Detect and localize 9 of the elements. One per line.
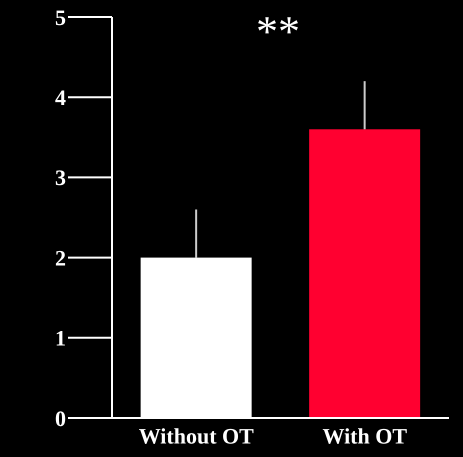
x-tick-label: With OT bbox=[322, 424, 408, 449]
y-tick-label: 5 bbox=[55, 4, 66, 30]
x-tick-label: Without OT bbox=[138, 424, 254, 449]
annotation: ** bbox=[255, 7, 301, 56]
y-tick-label: 1 bbox=[55, 326, 66, 351]
y-tick-label: 2 bbox=[55, 245, 66, 270]
y-tick-label: 4 bbox=[55, 85, 66, 110]
y-tick-label: 3 bbox=[55, 165, 66, 190]
y-tick-label: 0 bbox=[55, 406, 66, 431]
